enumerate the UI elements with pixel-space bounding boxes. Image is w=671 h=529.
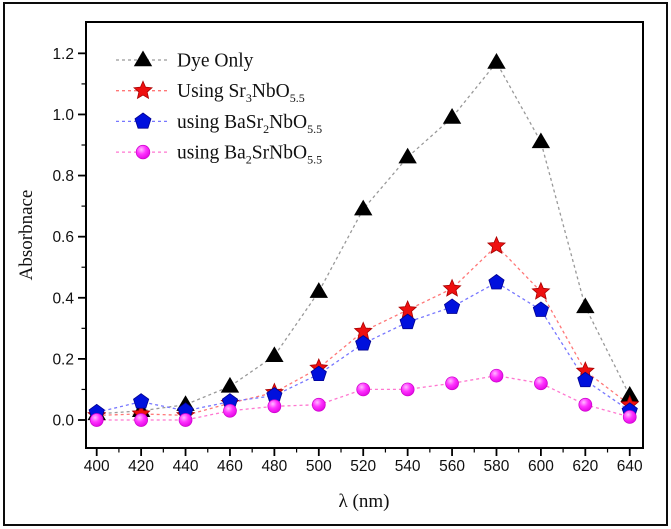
pentagon-marker <box>577 371 594 388</box>
pentagon-marker <box>399 313 416 330</box>
star-marker <box>442 278 462 297</box>
x-tick-label: 420 <box>128 458 154 475</box>
y-tick-label: 0.2 <box>52 351 74 368</box>
x-tick-label: 540 <box>395 458 421 475</box>
y-tick-label: 1.0 <box>52 107 74 124</box>
legend: Dye Only Using Sr3NbO5.5 using BaSr2NbO5.5… <box>116 50 322 167</box>
x-tick-label: 460 <box>217 458 243 475</box>
sphere-marker <box>489 368 504 383</box>
legend-label: Dye Only <box>177 51 254 72</box>
sphere-marker <box>622 410 637 424</box>
x-axis: 400 420 440 460 480 500 520 540 560 580 600 620 640 <box>84 448 643 475</box>
x-tick-label: 580 <box>484 458 510 475</box>
triangle-marker <box>487 53 506 69</box>
triangle-marker <box>220 376 240 393</box>
axes-frame <box>85 21 644 449</box>
pentagon-marker <box>355 335 372 351</box>
legend-label: Using Sr3NbO5.5 <box>177 81 305 105</box>
sphere-marker <box>89 413 104 427</box>
star-marker <box>133 80 153 100</box>
pentagon-marker <box>133 393 150 409</box>
legend-row: using BaSr2NbO5.5 <box>116 112 322 136</box>
sphere-marker <box>223 403 237 418</box>
legend-row: using Ba2SrNbO5.5 <box>116 143 322 167</box>
pentagon-marker <box>488 274 505 290</box>
triangle-marker <box>265 346 284 363</box>
triangle-marker <box>354 199 373 216</box>
triangle-marker <box>576 297 595 314</box>
star-marker <box>486 235 507 254</box>
legend-label: using Ba2SrNbO5.5 <box>177 143 322 167</box>
x-tick-label: 440 <box>173 458 199 475</box>
y-tick-label: 1.2 <box>52 46 74 63</box>
x-tick-label: 640 <box>617 458 643 475</box>
x-tick-label: 560 <box>439 458 465 475</box>
y-axis: 0.0 0.2 0.4 0.6 0.8 1.0 1.2 <box>52 46 86 430</box>
x-tick-label: 620 <box>572 458 598 475</box>
sphere-marker <box>400 382 415 397</box>
x-tick-label: 400 <box>84 458 110 475</box>
sphere-marker <box>135 144 151 160</box>
pentagon-marker <box>134 112 152 129</box>
y-axis-title: Absorbnace <box>16 189 37 281</box>
y-tick-label: 0.0 <box>52 413 74 430</box>
x-tick-label: 600 <box>528 458 554 475</box>
triangle-marker <box>309 282 328 298</box>
pentagon-marker <box>443 298 461 314</box>
series-line <box>96 375 630 421</box>
sphere-marker <box>578 397 593 412</box>
series-markers <box>89 368 637 427</box>
legend-label: using BaSr2NbO5.5 <box>177 112 322 136</box>
series-markers <box>88 274 638 420</box>
legend-row: Dye Only <box>116 50 254 72</box>
series-markers <box>87 53 639 421</box>
x-tick-label: 480 <box>261 458 287 475</box>
y-tick-label: 0.4 <box>52 290 74 307</box>
triangle-marker <box>620 386 639 402</box>
y-tick-label: 0.6 <box>52 229 74 246</box>
sphere-marker <box>445 376 459 391</box>
x-axis-title: λ (nm) <box>338 491 390 512</box>
pentagon-marker <box>310 365 327 382</box>
pentagon-marker <box>532 301 549 317</box>
triangle-marker <box>442 108 462 124</box>
triangle-marker <box>133 50 153 67</box>
y-tick-label: 0.8 <box>52 168 74 185</box>
legend-row: Using Sr3NbO5.5 <box>116 80 305 105</box>
sphere-marker <box>178 413 193 427</box>
sphere-marker <box>534 376 548 391</box>
sphere-marker <box>311 397 326 412</box>
sphere-marker <box>267 399 282 414</box>
sphere-marker <box>134 413 148 427</box>
sphere-marker <box>356 382 371 397</box>
x-tick-label: 520 <box>350 458 376 475</box>
triangle-marker <box>531 132 551 149</box>
triangle-marker <box>398 147 417 164</box>
star-marker <box>531 281 551 300</box>
x-tick-label: 500 <box>306 458 332 475</box>
